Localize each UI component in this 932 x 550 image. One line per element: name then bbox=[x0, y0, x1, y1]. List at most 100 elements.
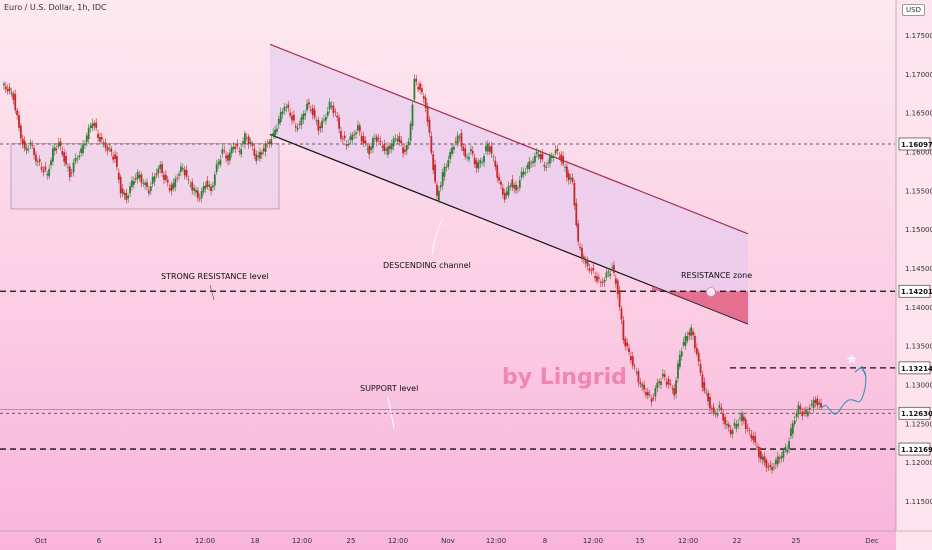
candle-body bbox=[469, 149, 472, 152]
candle-body bbox=[780, 456, 783, 459]
candle-body bbox=[196, 190, 199, 198]
price-label-box[interactable] bbox=[898, 284, 931, 298]
price-label-box[interactable] bbox=[898, 361, 931, 375]
candle-body bbox=[550, 155, 553, 159]
candle-body bbox=[575, 203, 578, 226]
channel-upper-line[interactable] bbox=[269, 43, 749, 235]
candle-body bbox=[227, 154, 229, 161]
candle-body bbox=[315, 120, 318, 122]
candle-body bbox=[422, 96, 425, 99]
candle-body bbox=[394, 138, 397, 139]
candle-body bbox=[552, 157, 555, 158]
candle-body bbox=[10, 92, 13, 94]
x-tick-label: 12:00 bbox=[195, 537, 215, 545]
candle-body bbox=[298, 123, 301, 125]
candle-body bbox=[556, 148, 559, 151]
y-tick-label: 1.17000 bbox=[905, 71, 932, 79]
candle-body bbox=[622, 320, 625, 341]
candle-body bbox=[198, 198, 201, 200]
candle-body bbox=[818, 402, 821, 405]
candle-body bbox=[530, 162, 533, 164]
candle-body bbox=[377, 138, 380, 140]
symbol-title: Euro / U.S. Dollar, 1h, IDC bbox=[4, 3, 107, 12]
candle-body bbox=[76, 158, 79, 160]
candle-body bbox=[812, 400, 815, 409]
candle-body bbox=[153, 176, 156, 182]
currency-badge[interactable]: USD bbox=[902, 4, 925, 16]
price-label-box[interactable] bbox=[898, 442, 931, 456]
candle-body bbox=[786, 449, 789, 453]
candle-body bbox=[437, 190, 440, 202]
candle-body bbox=[680, 351, 683, 357]
candle-body bbox=[4, 86, 7, 90]
candle-body bbox=[492, 156, 495, 158]
descending-channel-area bbox=[270, 44, 748, 324]
candle-body bbox=[709, 396, 711, 409]
candle-body bbox=[716, 413, 719, 416]
candle-body bbox=[127, 196, 130, 199]
candle-body bbox=[112, 156, 115, 160]
candle-body bbox=[155, 173, 158, 176]
candle-body bbox=[488, 146, 491, 152]
candle-body bbox=[466, 156, 468, 158]
candle-body bbox=[55, 148, 58, 150]
support-arrow bbox=[387, 396, 395, 429]
candle-body bbox=[415, 78, 418, 82]
candle-body bbox=[464, 148, 467, 157]
candle-body bbox=[754, 436, 757, 443]
candle-body bbox=[569, 177, 572, 180]
candle-body bbox=[121, 188, 124, 194]
candle-body bbox=[673, 388, 676, 396]
candle-body bbox=[148, 190, 150, 194]
candle-body bbox=[317, 119, 320, 131]
candle-body bbox=[357, 125, 359, 131]
candle-body bbox=[758, 446, 760, 458]
candle-body bbox=[509, 185, 512, 187]
candle-body bbox=[805, 409, 807, 413]
price-axis[interactable] bbox=[896, 0, 932, 550]
candle-body bbox=[641, 384, 644, 387]
candle-body bbox=[36, 161, 39, 163]
candle-body bbox=[347, 144, 350, 145]
candle-body bbox=[223, 150, 226, 152]
candle-body bbox=[349, 136, 352, 140]
candle-body bbox=[328, 101, 331, 110]
candle-body bbox=[581, 247, 583, 259]
projection-arrow[interactable] bbox=[821, 370, 867, 415]
candle-body bbox=[409, 123, 412, 141]
candle-body bbox=[577, 223, 580, 242]
candle-body bbox=[494, 160, 497, 167]
candle-body bbox=[360, 136, 363, 142]
candle-body bbox=[46, 173, 49, 176]
candle-body bbox=[451, 147, 453, 154]
candle-body bbox=[718, 405, 721, 408]
candle-body bbox=[405, 145, 408, 151]
price-label-box[interactable] bbox=[898, 137, 931, 151]
candle-body bbox=[260, 152, 263, 155]
candle-body bbox=[752, 436, 755, 441]
candle-body bbox=[428, 119, 431, 133]
candle-body bbox=[810, 404, 813, 406]
candle-body bbox=[238, 151, 241, 153]
candle-body bbox=[53, 147, 56, 151]
candle-body bbox=[85, 135, 88, 143]
candle-body bbox=[503, 193, 506, 200]
candle-body bbox=[129, 186, 131, 194]
candle-body bbox=[705, 391, 708, 393]
candle-body bbox=[694, 336, 696, 349]
price-label-box[interactable] bbox=[898, 406, 931, 420]
y-tick-label: 1.14500 bbox=[905, 265, 932, 273]
candle-body bbox=[532, 161, 534, 164]
channel-lower-line[interactable] bbox=[269, 133, 749, 325]
candle-body bbox=[242, 141, 244, 144]
candle-body bbox=[477, 162, 480, 169]
candle-body bbox=[639, 382, 642, 385]
candle-body bbox=[144, 182, 147, 186]
candle-body bbox=[291, 115, 293, 121]
candle-body bbox=[473, 157, 476, 164]
candle-body bbox=[202, 186, 205, 193]
candle-body bbox=[6, 88, 9, 92]
candle-body bbox=[507, 185, 510, 196]
